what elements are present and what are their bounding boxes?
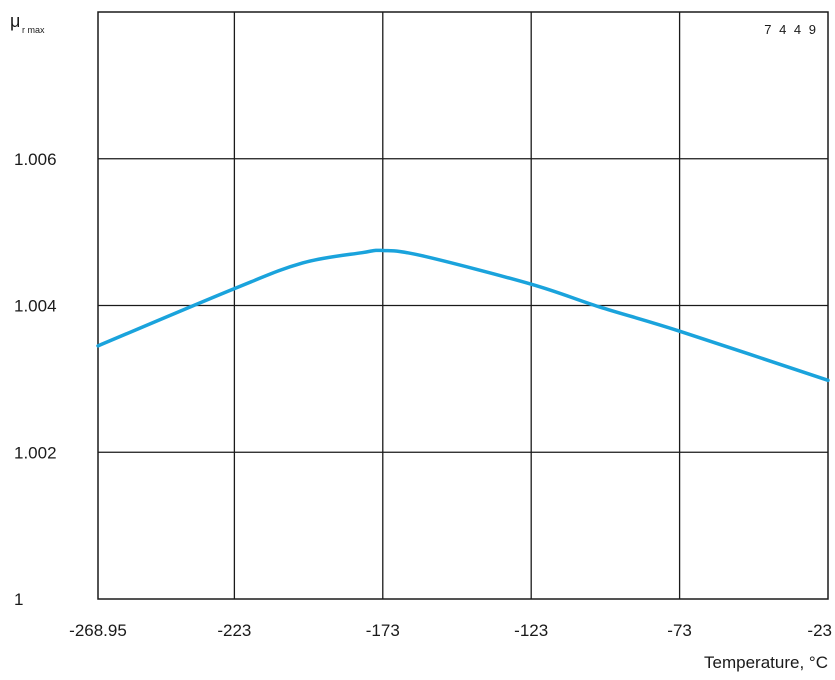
y-axis-label-subscript: r max (22, 25, 45, 35)
y-tick-label: 1 (14, 590, 23, 609)
x-tick-label: -223 (217, 621, 251, 640)
x-tick-label: -173 (366, 621, 400, 640)
x-tick-label: -23 (807, 621, 832, 640)
grid (98, 12, 828, 599)
x-axis-label: Temperature, °C (704, 653, 828, 672)
plot-frame (97, 11, 829, 600)
x-tick-label: -123 (514, 621, 548, 640)
figure-code: 7 4 4 9 (764, 22, 818, 37)
y-tick-labels: 1 1.002 1.004 1.006 (14, 150, 57, 609)
y-tick-label: 1.006 (14, 150, 57, 169)
x-tick-label: -73 (667, 621, 692, 640)
y-tick-label: 1.004 (14, 297, 57, 316)
y-tick-label: 1.002 (14, 443, 57, 462)
x-tick-label: -268.95 (69, 621, 127, 640)
series-line (96, 248, 830, 383)
y-axis-label: μ (10, 11, 20, 31)
series-group (96, 248, 830, 383)
x-tick-labels: -268.95 -223 -173 -123 -73 -23 (69, 621, 832, 640)
